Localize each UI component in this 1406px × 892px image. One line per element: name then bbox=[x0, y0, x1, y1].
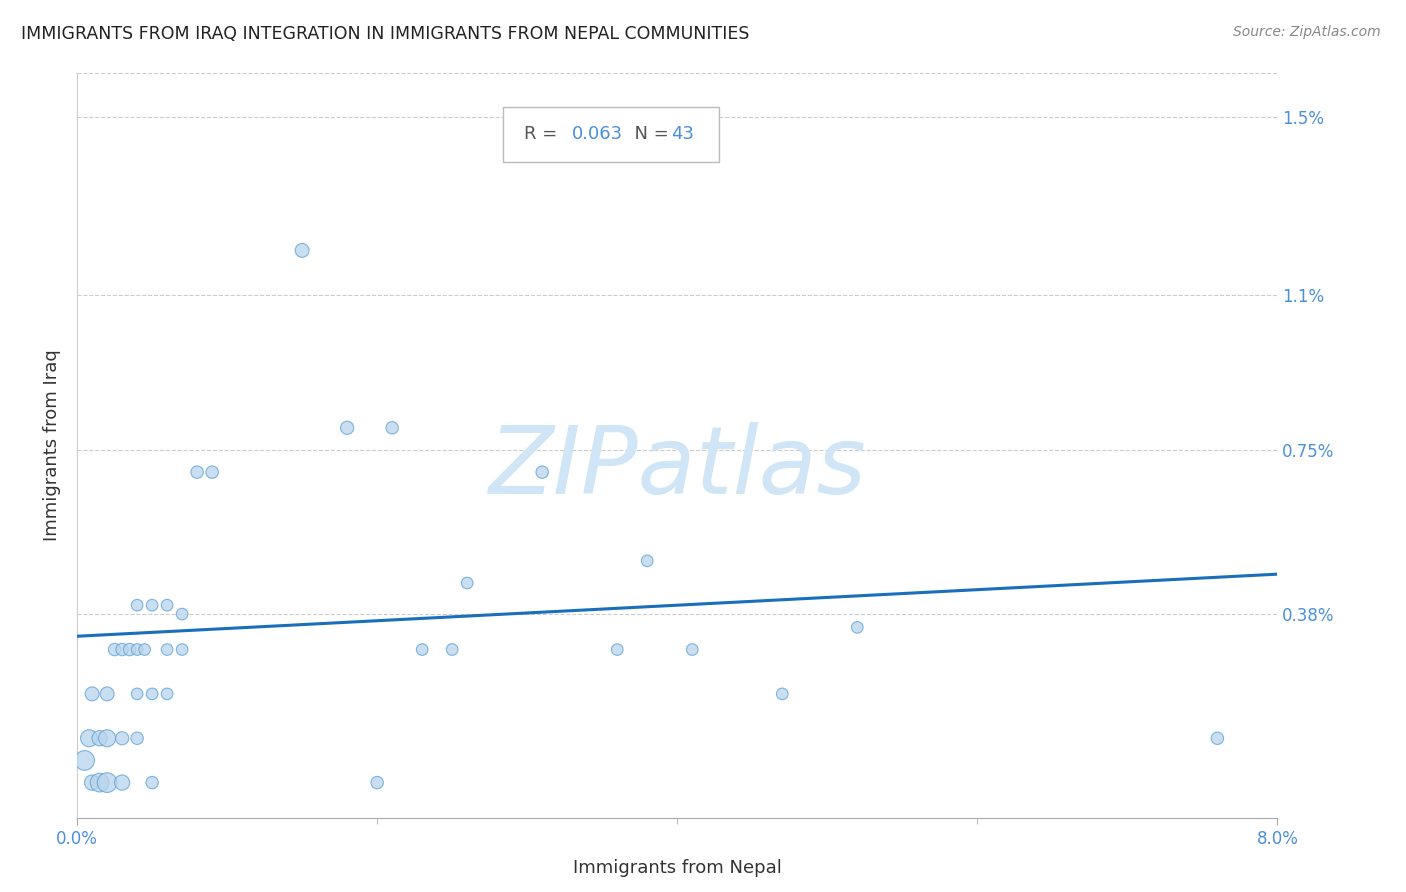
Point bbox=[770, 687, 793, 701]
Point bbox=[291, 244, 314, 258]
Point bbox=[336, 421, 359, 435]
Point bbox=[111, 642, 134, 657]
Point bbox=[127, 598, 149, 612]
Point bbox=[381, 421, 404, 435]
Text: ZIPatlas: ZIPatlas bbox=[488, 423, 866, 514]
Text: 0.063: 0.063 bbox=[572, 126, 623, 144]
Point bbox=[134, 642, 156, 657]
FancyBboxPatch shape bbox=[503, 106, 720, 162]
Point bbox=[681, 642, 703, 657]
Point bbox=[156, 598, 179, 612]
Text: Source: ZipAtlas.com: Source: ZipAtlas.com bbox=[1233, 25, 1381, 39]
Point bbox=[127, 687, 149, 701]
Point bbox=[141, 775, 163, 789]
Point bbox=[96, 775, 118, 789]
Point bbox=[96, 687, 118, 701]
Point bbox=[89, 731, 111, 746]
Point bbox=[172, 607, 194, 621]
Point bbox=[531, 465, 554, 479]
Point bbox=[201, 465, 224, 479]
Point bbox=[156, 687, 179, 701]
Point bbox=[141, 687, 163, 701]
X-axis label: Immigrants from Nepal: Immigrants from Nepal bbox=[572, 859, 782, 877]
Point bbox=[111, 731, 134, 746]
Point bbox=[411, 642, 433, 657]
Point bbox=[73, 753, 96, 767]
Point bbox=[127, 642, 149, 657]
Point bbox=[456, 576, 478, 591]
Point bbox=[96, 731, 118, 746]
Text: N =: N = bbox=[623, 126, 675, 144]
Point bbox=[77, 731, 100, 746]
Point bbox=[127, 731, 149, 746]
Point bbox=[104, 642, 127, 657]
Point bbox=[111, 775, 134, 789]
Point bbox=[82, 687, 104, 701]
Point bbox=[606, 642, 628, 657]
Point bbox=[89, 775, 111, 789]
Point bbox=[366, 775, 388, 789]
Point bbox=[441, 642, 464, 657]
Point bbox=[1206, 731, 1229, 746]
Y-axis label: Immigrants from Iraq: Immigrants from Iraq bbox=[44, 350, 60, 541]
Point bbox=[118, 642, 141, 657]
Text: R =: R = bbox=[523, 126, 562, 144]
Text: 43: 43 bbox=[671, 126, 695, 144]
Point bbox=[846, 620, 869, 634]
Text: IMMIGRANTS FROM IRAQ INTEGRATION IN IMMIGRANTS FROM NEPAL COMMUNITIES: IMMIGRANTS FROM IRAQ INTEGRATION IN IMMI… bbox=[21, 25, 749, 43]
Point bbox=[156, 642, 179, 657]
Point bbox=[636, 554, 658, 568]
Point bbox=[82, 775, 104, 789]
Point bbox=[172, 642, 194, 657]
Point bbox=[141, 598, 163, 612]
Point bbox=[186, 465, 208, 479]
